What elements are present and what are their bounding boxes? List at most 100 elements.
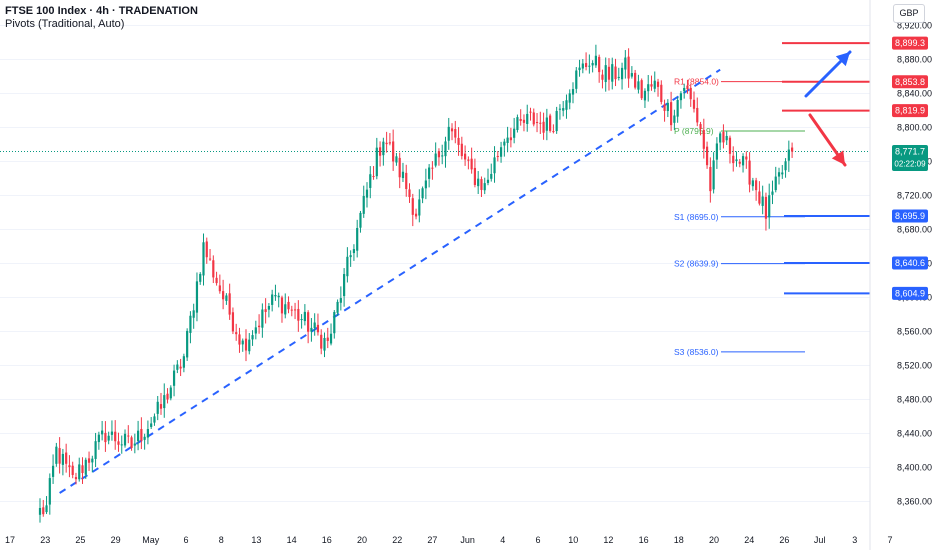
candle-body: [287, 301, 290, 310]
pivot-label-p: P (8795.9): [674, 126, 714, 136]
candle-body: [666, 102, 669, 112]
candle-body: [303, 311, 306, 322]
candle-body: [728, 137, 732, 154]
resistance-price-tag: [892, 36, 928, 50]
candle-body: [329, 333, 333, 344]
candle-body: [607, 66, 611, 80]
candle-body: [140, 428, 143, 441]
candle-body: [251, 335, 254, 340]
x-tick-label: Jun: [460, 535, 475, 545]
candle-body: [562, 108, 565, 111]
candle-body: [529, 111, 532, 113]
candle-body: [755, 180, 758, 191]
candle-body: [414, 213, 418, 217]
candle-body: [320, 334, 323, 349]
candle-body: [532, 112, 535, 125]
candle-body: [722, 131, 725, 143]
candle-body: [68, 465, 71, 468]
candle-body: [372, 176, 375, 178]
candle-body: [689, 87, 692, 100]
candle-body: [473, 167, 477, 185]
candle-body: [405, 172, 408, 190]
candle-body: [280, 297, 284, 314]
candle-body: [408, 189, 411, 198]
x-tick-label: 23: [40, 535, 50, 545]
candle-body: [670, 102, 673, 126]
candle-body: [117, 441, 120, 445]
bearish-arrow-icon-head: [831, 150, 845, 165]
candle-body: [781, 172, 784, 175]
candle-body: [91, 458, 94, 463]
candle-body: [225, 295, 228, 301]
candle-body: [346, 256, 349, 277]
candle-body: [428, 167, 431, 179]
resistance-price-tag: [892, 104, 928, 118]
candle-body: [647, 84, 650, 92]
candle-body: [437, 151, 441, 158]
candle-body: [643, 90, 647, 101]
candle-body: [297, 308, 300, 321]
candle-body: [264, 309, 267, 312]
candle-body: [195, 281, 199, 313]
candle-body: [228, 293, 231, 315]
candle-body: [444, 141, 447, 157]
candle-body: [578, 67, 581, 71]
candle-body: [395, 156, 398, 163]
candle-body: [38, 508, 42, 515]
candle-body: [594, 55, 597, 66]
x-tick-label: 10: [568, 535, 578, 545]
x-tick-label: 6: [183, 535, 188, 545]
candle-body: [758, 191, 761, 204]
candle-body: [310, 327, 313, 332]
candle-body: [392, 141, 395, 162]
candle-body: [212, 260, 215, 278]
candle-body: [424, 180, 427, 189]
candle-body: [284, 304, 287, 315]
candle-body: [418, 199, 421, 216]
candle-body: [591, 62, 594, 66]
chart-grid: [0, 25, 870, 502]
annotation-arrows: [804, 50, 852, 167]
price-tag-text: 8,819.9: [895, 106, 925, 116]
candle-body: [107, 435, 110, 441]
bullish-arrow-icon-head: [835, 52, 850, 67]
candle-body: [352, 249, 356, 254]
candle-body: [683, 87, 686, 92]
pivot-label-s2: S2 (8639.9): [674, 259, 719, 269]
x-tick-label: Jul: [814, 535, 826, 545]
price-tag-text: 8,695.9: [895, 211, 925, 221]
currency-button[interactable]: GBP: [893, 4, 925, 23]
candle-body: [166, 393, 169, 400]
last-price-text: 8,771.7: [895, 147, 925, 157]
candle-body: [761, 196, 764, 206]
x-tick-label: 26: [779, 535, 789, 545]
candle-body: [411, 198, 414, 215]
candle-body: [189, 315, 192, 333]
candle-body: [313, 322, 316, 329]
indicator-label[interactable]: Pivots (Traditional, Auto): [5, 18, 125, 30]
y-tick-label: 8,360.000: [897, 497, 932, 507]
candle-body: [156, 401, 159, 414]
candle-body: [182, 356, 185, 368]
candle-body: [787, 149, 790, 161]
candle-body: [42, 507, 45, 515]
candle-body: [51, 465, 55, 477]
candle-body: [359, 212, 362, 228]
candle-body: [630, 73, 633, 77]
time-axis: 17 23 25 29 May 6 8 13 14 16 20 22 27 Jun 4 6 10 12 16 18 20…: [5, 535, 893, 545]
candle-body: [764, 196, 768, 219]
candle-body: [421, 188, 424, 199]
candle-body: [61, 453, 64, 465]
candle-body: [748, 160, 751, 185]
candle-body: [300, 319, 303, 321]
candle-body: [137, 430, 140, 442]
candle-body: [545, 117, 548, 131]
x-tick-label: 27: [427, 535, 437, 545]
candle-body: [434, 153, 437, 166]
candle-body: [617, 76, 620, 78]
y-tick-label: 8,880.000: [897, 55, 932, 65]
candle-body: [267, 306, 270, 310]
candle-body: [153, 416, 156, 423]
pivot-label-r1: R1 (8854.0): [674, 77, 719, 87]
